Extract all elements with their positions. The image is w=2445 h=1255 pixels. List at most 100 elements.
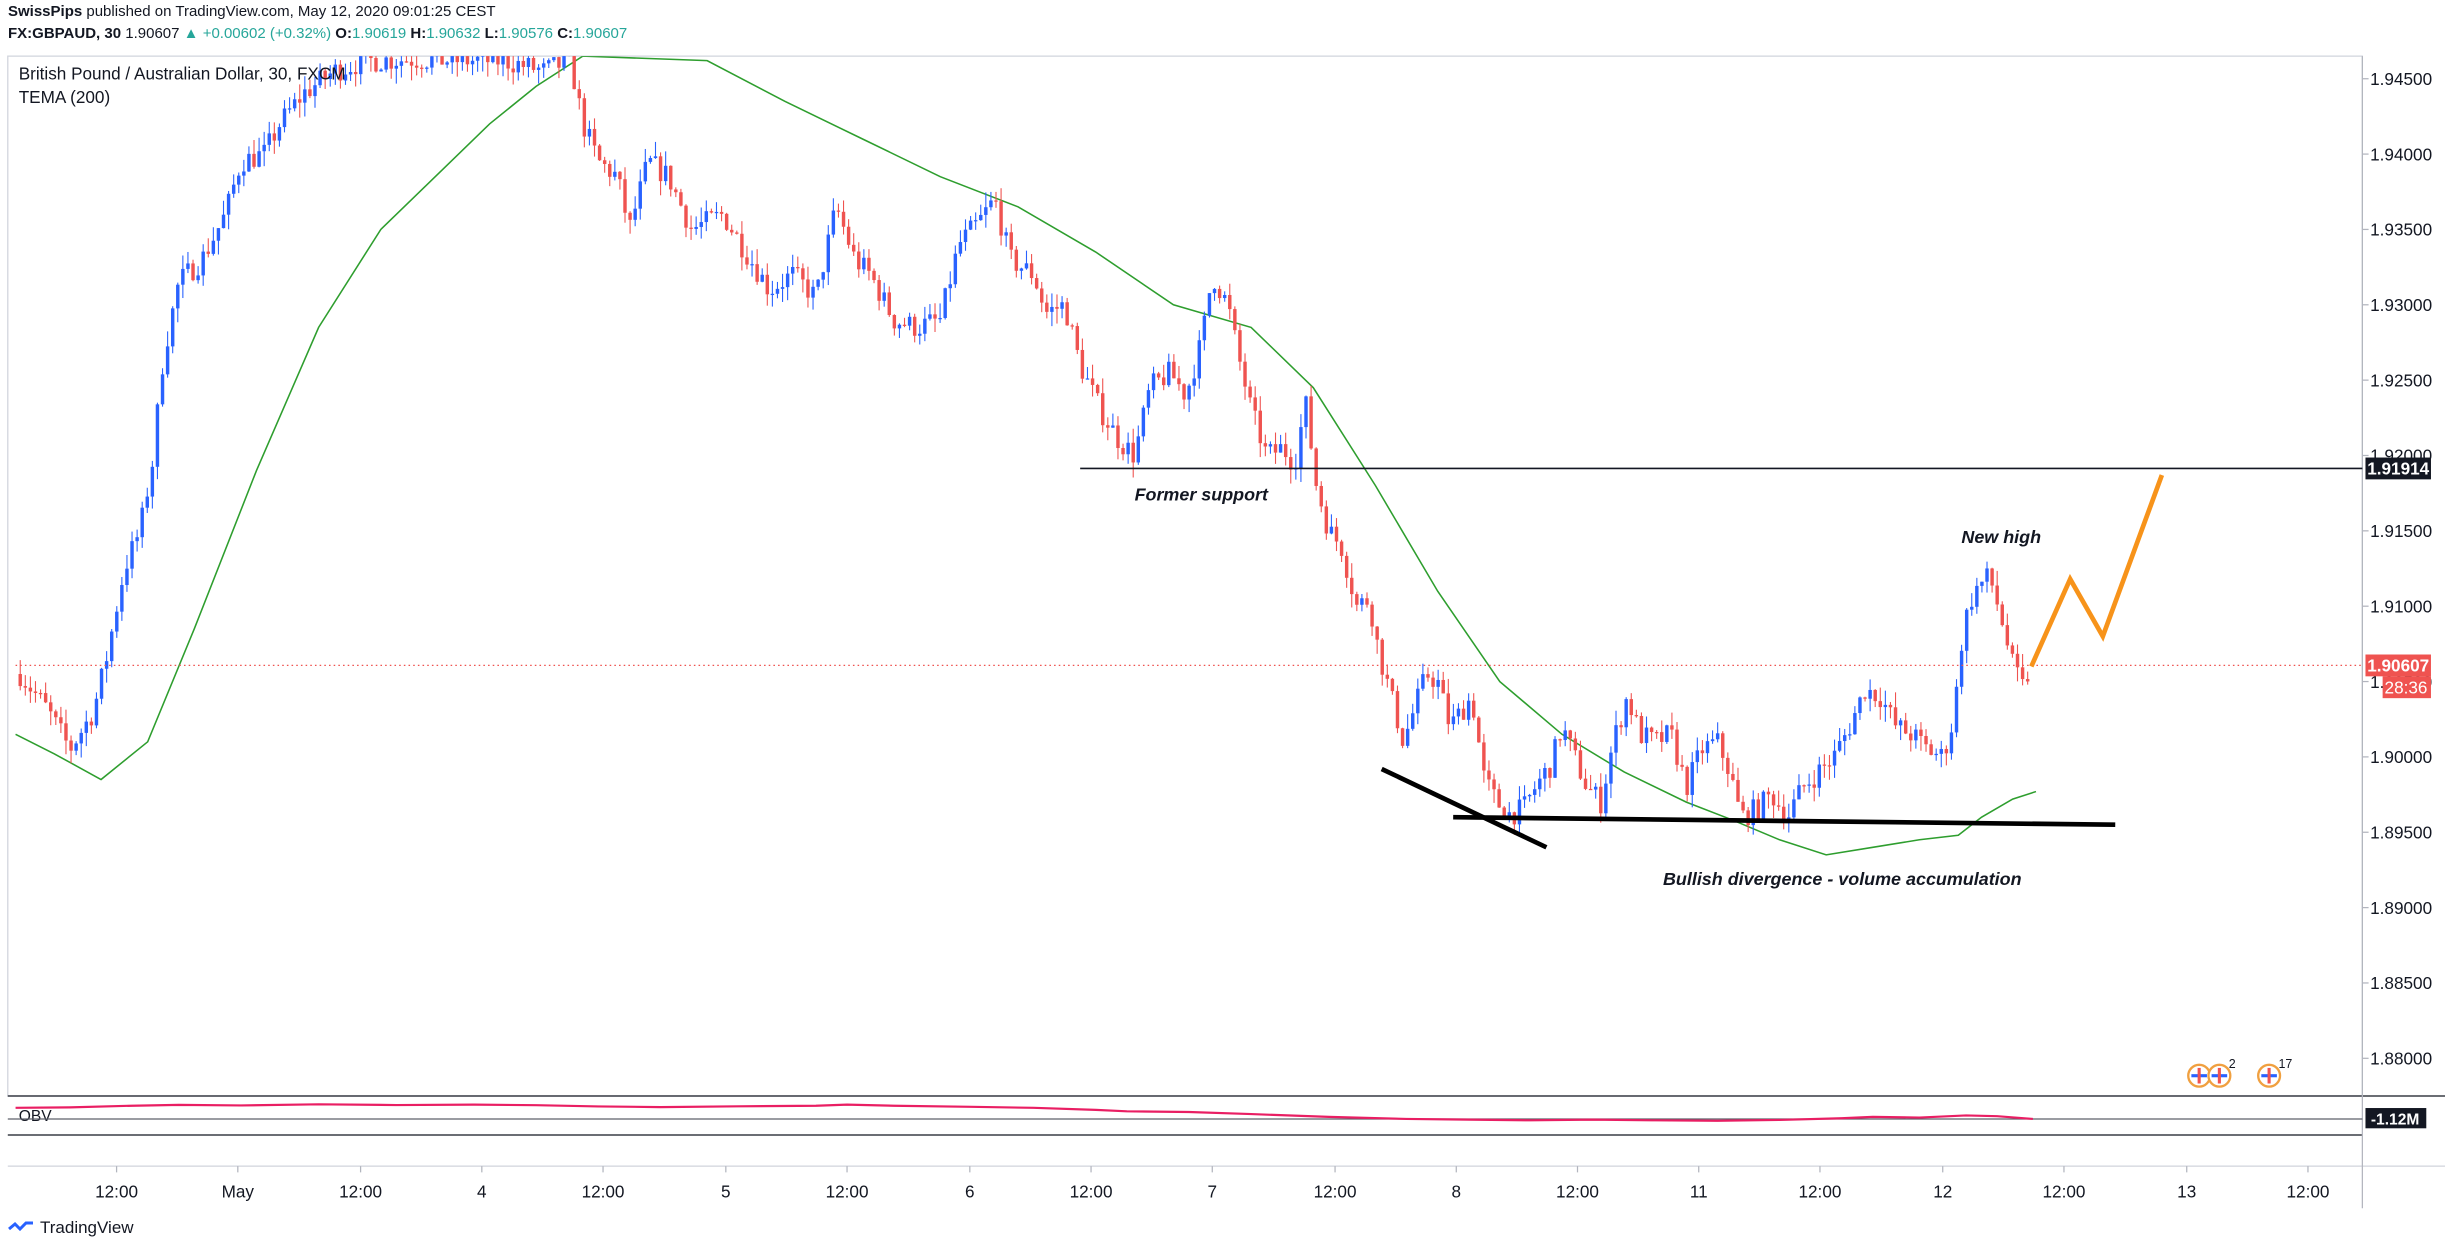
candle-body bbox=[1070, 325, 1074, 327]
candle-body bbox=[724, 213, 729, 230]
trendline-2[interactable] bbox=[1453, 814, 2116, 828]
candle-body bbox=[1883, 704, 1888, 708]
trendline-1[interactable] bbox=[1380, 766, 1548, 850]
candle-body bbox=[69, 740, 73, 751]
candle-body bbox=[567, 50, 570, 53]
candle-body bbox=[933, 314, 937, 319]
candle-body bbox=[353, 72, 358, 75]
candle-body bbox=[389, 57, 393, 69]
candle-body bbox=[1832, 750, 1837, 766]
candle-body bbox=[704, 211, 709, 223]
candle-body bbox=[1522, 796, 1527, 800]
projection-path[interactable] bbox=[2029, 474, 2165, 668]
candle-body bbox=[1411, 713, 1415, 729]
candle-body bbox=[968, 220, 973, 230]
candle-body bbox=[1472, 700, 1476, 718]
annotation-1[interactable]: Former support bbox=[1135, 485, 1269, 505]
candle-body bbox=[242, 171, 246, 176]
candle-body bbox=[1350, 577, 1354, 595]
candle-body bbox=[1954, 686, 1959, 733]
candle-body bbox=[1827, 765, 1832, 767]
candle-body bbox=[1156, 373, 1161, 378]
candle-body bbox=[1837, 741, 1842, 751]
candle-body bbox=[872, 270, 876, 281]
candle-body bbox=[1919, 729, 1923, 737]
candle-body bbox=[989, 200, 993, 208]
candle-body bbox=[623, 179, 627, 213]
symbol[interactable]: FX:GBPAUD, 30 bbox=[8, 25, 122, 42]
candle-body bbox=[1187, 385, 1191, 400]
candle-body bbox=[1970, 606, 1974, 610]
candle-body bbox=[1289, 457, 1293, 470]
candle-body bbox=[1959, 650, 1964, 687]
candle-body bbox=[1548, 768, 1552, 778]
candle-body bbox=[348, 72, 353, 75]
support-price-label: 1.91914 bbox=[2367, 459, 2429, 479]
candle-body bbox=[1441, 679, 1445, 694]
candle-body bbox=[1283, 444, 1288, 458]
tradingview-logo[interactable]: TradingView bbox=[8, 1218, 134, 1238]
candle-body bbox=[28, 687, 33, 692]
candle-body bbox=[1329, 526, 1334, 534]
candle-body bbox=[1873, 689, 1877, 702]
candle-body bbox=[1761, 791, 1766, 819]
candle-body bbox=[1492, 779, 1496, 790]
candle-body bbox=[359, 56, 363, 75]
candle-body bbox=[785, 273, 790, 288]
candle-body bbox=[1944, 748, 1949, 754]
time-tick-label: 4 bbox=[477, 1181, 487, 1201]
time-tick-label: 12:00 bbox=[95, 1181, 138, 1201]
candle-body bbox=[1654, 732, 1659, 734]
candle-body bbox=[887, 292, 891, 316]
price-tick-label: 1.92500 bbox=[2370, 370, 2432, 390]
candle-body bbox=[252, 153, 256, 167]
candle-body bbox=[1736, 779, 1740, 802]
candle-body bbox=[1543, 768, 1547, 779]
low-label: L: bbox=[484, 25, 499, 42]
candle-body bbox=[1466, 700, 1471, 720]
candle-body bbox=[43, 693, 48, 703]
time-tick-label: 12:00 bbox=[582, 1181, 625, 1201]
candle-body bbox=[445, 62, 449, 65]
open-value: 1.90619 bbox=[351, 25, 407, 42]
candle-body bbox=[1715, 733, 1720, 740]
price-change: +0.00602 (+0.32%) bbox=[202, 25, 332, 42]
candle-body bbox=[191, 263, 195, 281]
candle-body bbox=[689, 227, 693, 229]
obv-label[interactable]: OBV bbox=[19, 1108, 53, 1125]
candle-body bbox=[1334, 526, 1339, 542]
time-tick-label: 6 bbox=[965, 1181, 975, 1201]
candle-body bbox=[33, 691, 38, 693]
candle-body bbox=[94, 698, 99, 726]
annotation-3[interactable]: Bullish divergence - volume accumulation bbox=[1663, 869, 2022, 889]
candle-body bbox=[135, 537, 139, 542]
obv-value-tag bbox=[2365, 1108, 2427, 1129]
candle-body bbox=[49, 702, 53, 712]
candle-body bbox=[1665, 725, 1669, 742]
candle-body bbox=[1477, 717, 1481, 743]
price-tick-label: 1.93500 bbox=[2370, 220, 2432, 240]
candle-body bbox=[557, 57, 561, 68]
candle-body bbox=[486, 56, 490, 63]
legend-tema[interactable]: TEMA (200) bbox=[19, 87, 110, 107]
price-tick-label: 1.91500 bbox=[2370, 521, 2432, 541]
candle-body bbox=[1090, 378, 1095, 385]
candle-body bbox=[1842, 735, 1847, 742]
time-tick-label: 12:00 bbox=[826, 1181, 869, 1201]
candle-body bbox=[282, 108, 287, 128]
candle-body bbox=[1126, 442, 1130, 455]
author-name[interactable]: SwissPips bbox=[8, 3, 83, 20]
candle-body bbox=[1029, 263, 1034, 279]
candle-body bbox=[54, 711, 58, 718]
candle-body bbox=[308, 89, 312, 97]
candle-body bbox=[1660, 732, 1664, 742]
candle-body bbox=[374, 58, 378, 72]
candle-body bbox=[23, 686, 28, 688]
candle-body bbox=[1405, 728, 1410, 746]
obv-line bbox=[15, 1103, 2033, 1122]
annotation-2[interactable]: New high bbox=[1961, 527, 2041, 547]
candle-body bbox=[663, 165, 668, 182]
candle-body bbox=[1675, 729, 1679, 765]
price-tick-label: 1.89000 bbox=[2370, 898, 2432, 918]
